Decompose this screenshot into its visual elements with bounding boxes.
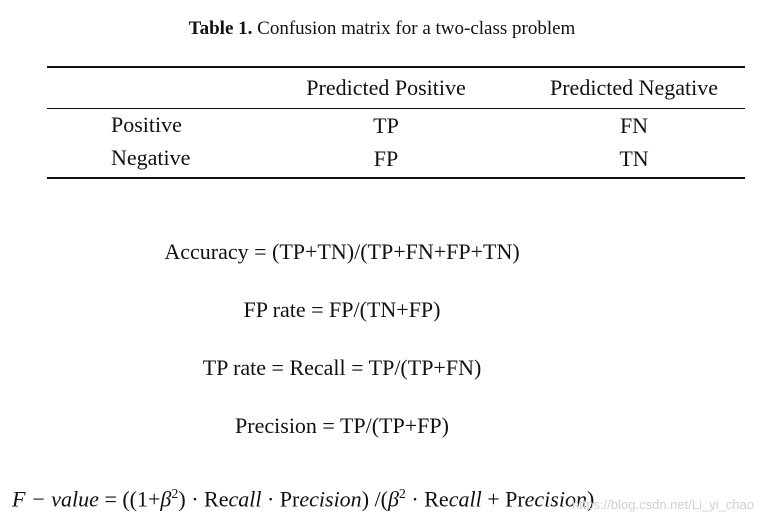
- header-predicted-negative: Predicted Negative: [550, 75, 718, 100]
- row-label-positive: Positive: [111, 112, 182, 137]
- formula-precision: Precision = TP/(TP+FP): [235, 413, 449, 438]
- formula-fp-rate: FP rate = FP/(TN+FP): [243, 297, 441, 322]
- table-bottom-rule: [47, 177, 745, 179]
- cell-fp: FP: [373, 146, 399, 171]
- table-header-rule: [47, 108, 745, 109]
- formula-f-value: F − value = ((1+β2) · Recall · Precision…: [12, 486, 595, 512]
- cell-tn: TN: [619, 146, 649, 171]
- cell-fn: FN: [619, 113, 649, 138]
- caption-label: Table 1.: [188, 18, 253, 39]
- caption-text: Confusion matrix for a two-class problem: [257, 18, 576, 39]
- formula-tp-rate: TP rate = Recall = TP/(TP+FN): [202, 355, 482, 380]
- table-top-rule: [47, 66, 745, 68]
- f-value-lhs: F − value: [12, 486, 99, 512]
- cell-tp: TP: [373, 113, 399, 138]
- formula-accuracy: Accuracy = (TP+TN)/(TP+FN+FP+TN): [164, 239, 520, 264]
- row-label-negative: Negative: [111, 145, 191, 170]
- header-predicted-positive: Predicted Positive: [306, 75, 466, 100]
- watermark-url: https://blog.csdn.net/Li_yi_chao: [571, 497, 754, 512]
- table-caption: Table 1. Confusion matrix for a two-clas…: [0, 16, 764, 42]
